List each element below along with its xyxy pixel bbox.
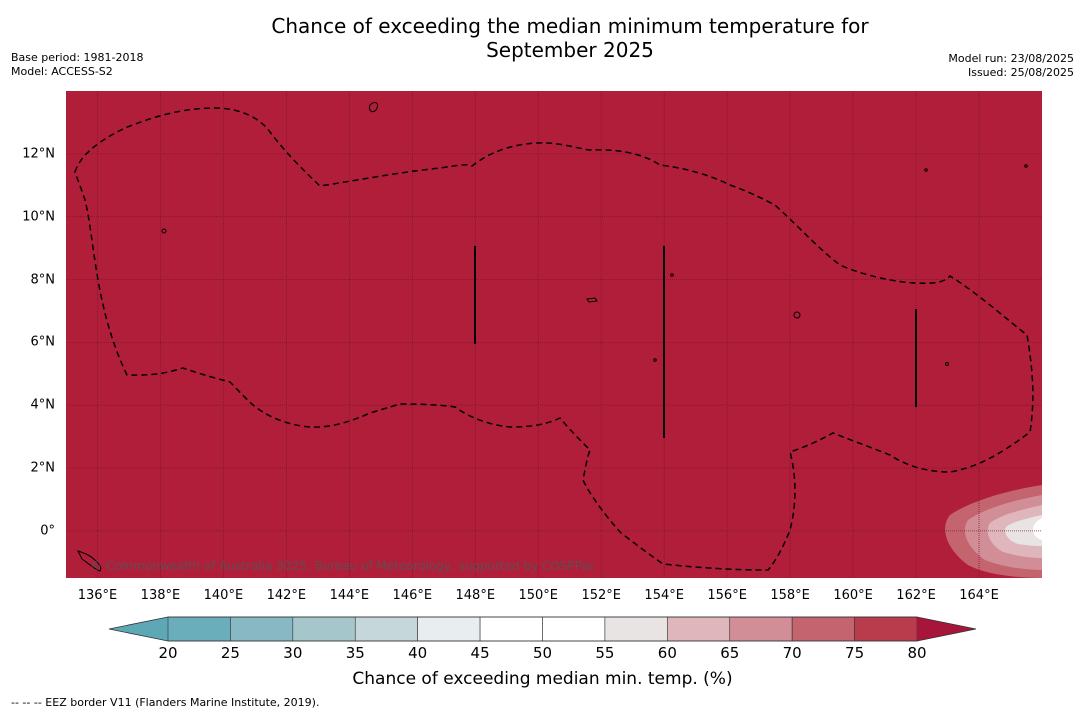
colorbar-segment bbox=[167, 616, 231, 642]
colorbar-segment bbox=[604, 616, 668, 642]
colorbar-tick-label: 25 bbox=[220, 644, 240, 662]
islands bbox=[77, 102, 1028, 572]
x-tick-label: 160°E bbox=[833, 588, 873, 603]
colorbar-tick-label: 80 bbox=[907, 644, 927, 662]
colorbar-tick-label: 20 bbox=[158, 644, 178, 662]
x-tick-label: 164°E bbox=[959, 588, 999, 603]
x-tick-label: 142°E bbox=[266, 588, 307, 603]
model-run: Model run: 23/08/2025 bbox=[948, 52, 1074, 65]
metadata-right: Model run: 23/08/2025 Issued: 25/08/2025 bbox=[948, 52, 1074, 80]
colorbar-segment bbox=[667, 616, 731, 642]
x-tick-label: 136°E bbox=[77, 588, 118, 603]
colorbar-segment bbox=[729, 616, 793, 642]
x-tick-label: 144°E bbox=[329, 588, 370, 603]
x-tick-label: 152°E bbox=[581, 588, 621, 603]
issued-date: Issued: 25/08/2025 bbox=[967, 66, 1074, 79]
x-tick-label: 162°E bbox=[896, 588, 936, 603]
x-tick-label: 150°E bbox=[518, 588, 559, 603]
colorbar-tick-label: 45 bbox=[470, 644, 490, 662]
colorbar-segment bbox=[354, 616, 418, 642]
y-tick-label: 0° bbox=[40, 523, 55, 539]
x-tick-label: 146°E bbox=[392, 588, 433, 603]
map-title: Chance of exceeding the median minimum t… bbox=[0, 14, 1085, 62]
x-tick-label: 148°E bbox=[455, 588, 496, 603]
x-tick-label: 156°E bbox=[707, 588, 747, 603]
y-tick-label: 8°N bbox=[30, 272, 56, 288]
x-tick-label: 138°E bbox=[140, 588, 181, 603]
colorbar-title: Chance of exceeding median min. temp. (%… bbox=[352, 669, 733, 689]
y-tick-label: 10°N bbox=[22, 209, 55, 225]
colorbar-tick-label: 60 bbox=[657, 644, 677, 662]
colorbar-segment bbox=[542, 616, 606, 642]
eez-legend-note: -- -- -- EEZ border V11 (Flanders Marine… bbox=[11, 696, 320, 709]
colorbar-tick-label: 55 bbox=[595, 644, 615, 662]
colorbar-tick-label: 75 bbox=[845, 644, 865, 662]
y-tick-label: 6°N bbox=[30, 334, 56, 350]
x-tick-label: 158°E bbox=[770, 588, 810, 603]
title-line-2: September 2025 bbox=[486, 38, 654, 62]
colorbar-tick-label: 65 bbox=[720, 644, 740, 662]
probability-blob bbox=[945, 485, 1042, 578]
colorbar-tick-label: 50 bbox=[532, 644, 553, 662]
colorbar-outline bbox=[108, 616, 977, 642]
y-tick-label: 4°N bbox=[30, 397, 56, 413]
colorbar-tick-label: 30 bbox=[283, 644, 303, 662]
colorbar-segment bbox=[292, 616, 356, 642]
copyright-notice: © Commonwealth of Australia 2025, Bureau… bbox=[90, 559, 596, 573]
y-tick-label: 2°N bbox=[30, 460, 56, 476]
model-name: Model: ACCESS-S2 bbox=[11, 65, 113, 78]
graticule bbox=[66, 91, 1042, 578]
colorbar-tick-label: 70 bbox=[782, 644, 802, 662]
colorbar-segment bbox=[479, 616, 543, 642]
colorbar-segment bbox=[854, 616, 918, 642]
colorbar-tick-label: 35 bbox=[345, 644, 365, 662]
colorbar-segment bbox=[417, 616, 481, 642]
x-tick-label: 140°E bbox=[203, 588, 244, 603]
y-tick-label: 12°N bbox=[22, 146, 55, 162]
eez-border bbox=[74, 107, 1034, 571]
map-background bbox=[66, 91, 1042, 578]
x-tick-label: 154°E bbox=[644, 588, 684, 603]
colorbar-low-extension bbox=[109, 617, 168, 641]
colorbar-segment bbox=[791, 616, 855, 642]
metadata-left: Base period: 1981-2018 Model: ACCESS-S2 bbox=[11, 51, 143, 79]
base-period: Base period: 1981-2018 bbox=[11, 51, 144, 64]
colorbar-high-extension bbox=[917, 617, 976, 641]
title-line-1: Chance of exceeding the median minimum t… bbox=[271, 14, 869, 38]
colorbar-segment bbox=[230, 616, 294, 642]
colorbar-tick-label: 40 bbox=[408, 644, 428, 662]
colorbar bbox=[108, 616, 977, 642]
